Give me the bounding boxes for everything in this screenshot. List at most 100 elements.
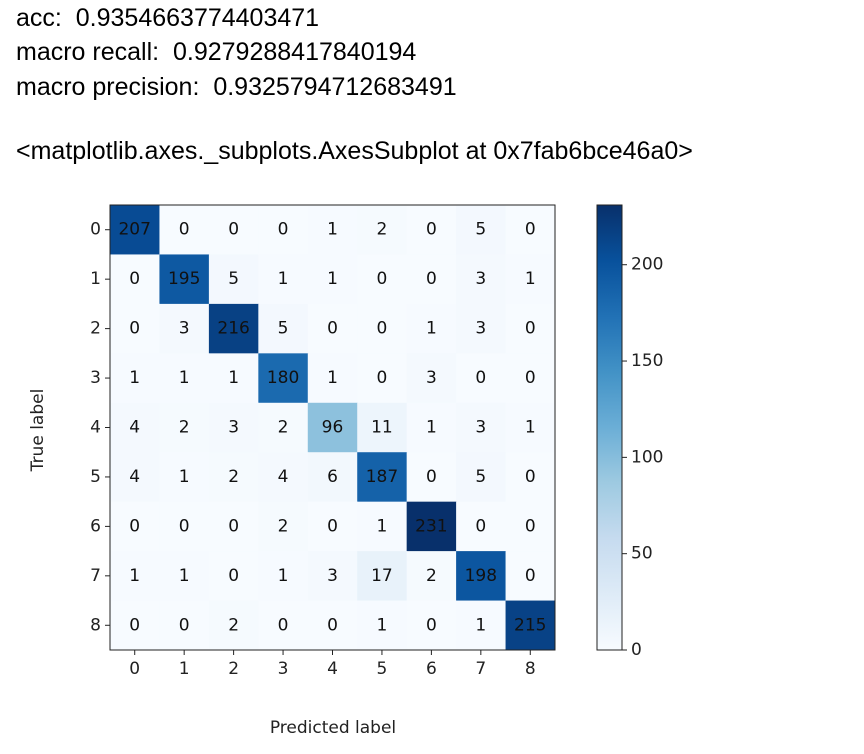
cell-label: 0 xyxy=(228,516,239,536)
cell-label: 5 xyxy=(278,319,289,339)
cell-label: 198 xyxy=(465,566,497,586)
y-tick-label: 7 xyxy=(90,566,101,586)
heatmap-cell xyxy=(110,452,160,503)
heatmap-cell xyxy=(208,452,259,503)
cell-label: 5 xyxy=(475,467,486,487)
heatmap-cell xyxy=(357,452,408,503)
cell-label: 0 xyxy=(426,269,437,289)
cell-label: 1 xyxy=(525,418,536,438)
heatmap-cell xyxy=(307,353,358,404)
cell-label: 0 xyxy=(179,615,190,635)
heatmap-cell xyxy=(505,452,556,503)
x-tick-label: 5 xyxy=(377,659,388,679)
heatmap-cell xyxy=(258,600,309,651)
heatmap-cell xyxy=(208,353,259,404)
cell-label: 2 xyxy=(426,566,437,586)
heatmap-cell xyxy=(357,205,408,255)
cell-label: 11 xyxy=(371,418,393,438)
y-tick-label: 2 xyxy=(90,319,101,339)
cell-label: 0 xyxy=(525,368,536,388)
heatmap-cell xyxy=(406,303,457,354)
cell-label: 187 xyxy=(366,467,398,487)
cell-label: 2 xyxy=(228,615,239,635)
heatmap-cell xyxy=(159,303,210,354)
cell-label: 2 xyxy=(377,220,388,240)
cell-label: 1 xyxy=(129,368,140,388)
heatmap-cell xyxy=(258,551,309,602)
heatmap-cell xyxy=(110,205,160,255)
heatmap-cell xyxy=(307,551,358,602)
cell-label: 1 xyxy=(327,220,338,240)
cell-label: 195 xyxy=(168,269,200,289)
heatmap-cell xyxy=(159,600,210,651)
heatmap-cell xyxy=(208,303,259,354)
cell-label: 0 xyxy=(179,516,190,536)
colorbar-tick-label: 0 xyxy=(631,640,642,660)
x-axis-label: Predicted label xyxy=(270,718,396,738)
heatmap-cell xyxy=(505,402,556,453)
cell-label: 3 xyxy=(228,418,239,438)
cell-label: 1 xyxy=(179,566,190,586)
colorbar xyxy=(596,204,623,651)
cell-label: 3 xyxy=(475,269,486,289)
heatmap-cell xyxy=(110,353,160,404)
heatmap-cell xyxy=(456,600,507,651)
heatmap-cell xyxy=(258,402,309,453)
x-tick-label: 7 xyxy=(475,659,486,679)
heatmap-cell xyxy=(456,254,507,305)
metric-value: 0.9325794712683491 xyxy=(213,73,457,101)
heatmap-cell xyxy=(456,452,507,503)
cell-label: 5 xyxy=(475,220,486,240)
output-line: macro recall: 0.9279288417840194 xyxy=(16,38,416,67)
heatmap-cell xyxy=(258,353,309,404)
cell-label: 0 xyxy=(278,615,289,635)
heatmap-cell xyxy=(307,205,358,255)
cell-label: 4 xyxy=(129,467,140,487)
colorbar-tick-label: 100 xyxy=(631,447,663,467)
cell-label: 0 xyxy=(426,467,437,487)
heatmap-cell xyxy=(208,402,259,453)
heatmap-cell xyxy=(307,452,358,503)
cell-label: 0 xyxy=(278,220,289,240)
heatmap-cell xyxy=(208,551,259,602)
cell-label: 5 xyxy=(228,269,239,289)
cell-label: 0 xyxy=(179,220,190,240)
cell-label: 1 xyxy=(327,269,338,289)
heatmap-cell xyxy=(110,303,160,354)
cell-label: 0 xyxy=(228,566,239,586)
cell-label: 3 xyxy=(179,319,190,339)
x-tick-label: 3 xyxy=(278,659,289,679)
y-axis-label: True label xyxy=(28,389,48,473)
heatmap-cell xyxy=(406,600,457,651)
x-tick-label: 0 xyxy=(129,659,140,679)
heatmap-cell xyxy=(307,254,358,305)
cell-label: 2 xyxy=(278,516,289,536)
cell-label: 0 xyxy=(327,615,338,635)
heatmap-cell xyxy=(357,303,408,354)
y-tick-label: 0 xyxy=(90,220,101,240)
heatmap-cell xyxy=(505,303,556,354)
cell-label: 0 xyxy=(377,269,388,289)
y-tick-label: 3 xyxy=(90,368,101,388)
cell-label: 180 xyxy=(267,368,299,388)
y-tick-label: 8 xyxy=(90,615,101,635)
heatmap-cell xyxy=(159,254,210,305)
cell-label: 0 xyxy=(327,516,338,536)
heatmap-cell xyxy=(406,452,457,503)
cell-label: 0 xyxy=(525,516,536,536)
heatmap-cell xyxy=(159,402,210,453)
metric-label: acc: xyxy=(16,4,62,32)
metric-label: macro precision: xyxy=(16,73,200,101)
cell-label: 1 xyxy=(179,467,190,487)
cell-label: 1 xyxy=(179,368,190,388)
cell-label: 96 xyxy=(322,418,344,438)
cell-label: 2 xyxy=(228,467,239,487)
heatmap-cell xyxy=(258,205,309,255)
heatmap-cell xyxy=(406,501,457,552)
cell-label: 0 xyxy=(377,319,388,339)
heatmap-cell xyxy=(110,600,160,651)
cell-label: 0 xyxy=(129,269,140,289)
cell-label: 215 xyxy=(514,615,546,635)
